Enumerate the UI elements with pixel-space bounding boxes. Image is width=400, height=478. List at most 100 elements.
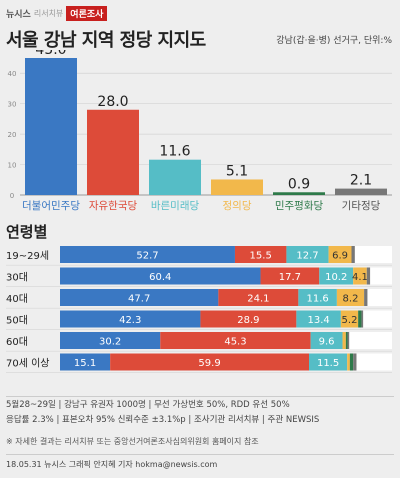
- stacked-segment: [353, 267, 367, 285]
- stacked-segment: [342, 332, 346, 349]
- stacked-segment: [60, 267, 261, 285]
- age-breakdown-chart: 19~29세 52.7 15.5 12.7 6.9 30대 60.4 17.7 10.2 4.1 4…: [6, 246, 392, 373]
- stacked-segment: [319, 267, 354, 285]
- segment-value-label: 52.7: [136, 251, 158, 262]
- segment-value-label: 15.5: [250, 251, 272, 262]
- stacked-segment: [60, 353, 111, 371]
- stacked-segment: [340, 310, 359, 328]
- segment-value-label: 5.2: [342, 315, 358, 326]
- segment-value-label: 12.7: [296, 251, 318, 262]
- survey-notes: 5월28~29일 | 강남구 유권자 1000명 | 무선 가상번호 50%, …: [6, 398, 392, 428]
- poll-badge: 여론조사: [66, 5, 108, 21]
- segment-value-label: 8.2: [343, 294, 359, 305]
- bar-value-label: 5.1: [226, 163, 248, 179]
- bar-value-label: 11.6: [159, 144, 190, 160]
- stacked-segment: [286, 246, 329, 263]
- survey-note-line2: 응답률 2.3% | 표본오차 95% 신뢰수준 ±3.1%p | 조사기관 리…: [6, 415, 320, 425]
- bar-value-label: 0.9: [288, 176, 310, 192]
- stacked-segment: [296, 310, 341, 328]
- stacked-segment: [60, 332, 161, 349]
- stacked-segment: [110, 353, 309, 371]
- y-tick-label: 30: [8, 101, 17, 109]
- age-group-label: 60대: [6, 336, 28, 348]
- segment-value-label: 45.3: [224, 337, 246, 348]
- segment-value-label: 11.6: [306, 294, 328, 305]
- segment-value-label: 42.3: [119, 315, 141, 326]
- stacked-segment: [351, 246, 355, 263]
- age-group-label: 40대: [6, 293, 28, 305]
- stacked-segment: [366, 267, 371, 285]
- bar-value-label: 28.0: [97, 94, 128, 110]
- brand-sub-label: 리서치뷰: [33, 8, 64, 18]
- brand-label: 뉴시스: [6, 9, 31, 20]
- bar: [335, 188, 387, 195]
- header-tags: 뉴시스 리서치뷰 여론조사: [6, 5, 108, 21]
- segment-value-label: 4.1: [352, 272, 368, 283]
- segment-value-label: 13.4: [307, 315, 329, 326]
- stacked-segment: [310, 332, 343, 349]
- category-label: 더불어민주당: [22, 200, 80, 212]
- segment-value-label: 17.7: [279, 272, 301, 283]
- age-group-label: 30대: [6, 272, 28, 284]
- stacked-segment: [200, 310, 297, 328]
- stacked-segment: [328, 246, 352, 263]
- page-title: 서울 강남 지역 정당 지지도: [6, 30, 206, 51]
- category-label: 민주평화당: [275, 200, 324, 212]
- party-support-chart: 0 10 20 30 40 45.0 더불어민주당 28.0 자유한국당 11.6 바른미래당 5.1…: [8, 50, 392, 212]
- bar-value-label: 45.0: [35, 50, 66, 58]
- segment-value-label: 24.1: [247, 294, 269, 305]
- stacked-segment: [364, 289, 368, 306]
- footnote: ※ 자세한 결과는 리서치뷰 또는 중앙선거여론조사심의위원회 홈페이지 참조: [6, 437, 259, 446]
- segment-value-label: 59.9: [198, 358, 220, 369]
- y-tick-label: 40: [8, 70, 17, 78]
- bar: [149, 159, 201, 195]
- chart-subtitle: 강남(갑·을·병) 선거구, 단위:%: [276, 36, 392, 46]
- category-label: 기타정당: [342, 200, 381, 212]
- bar: [211, 179, 263, 195]
- category-label: 자유한국당: [89, 200, 138, 212]
- stacked-segment: [309, 353, 348, 371]
- bar: [273, 192, 325, 195]
- stacked-segment: [336, 289, 365, 306]
- stacked-segment: [358, 310, 362, 328]
- age-group-label: 19~29세: [6, 250, 49, 262]
- stacked-segment: [60, 289, 219, 306]
- age-section-title: 연령별: [6, 223, 48, 241]
- bar-value-label: 2.1: [350, 173, 372, 189]
- segment-value-label: 15.1: [74, 358, 96, 369]
- segment-value-label: 28.9: [237, 315, 259, 326]
- segment-value-label: 9.6: [319, 337, 335, 348]
- stacked-segment: [345, 332, 348, 349]
- stacked-segment: [361, 310, 364, 328]
- y-tick-label: 10: [8, 162, 17, 170]
- bar: [25, 58, 77, 195]
- category-label: 정의당: [223, 200, 252, 212]
- age-group-label: 50대: [6, 315, 28, 327]
- segment-value-label: 30.2: [99, 337, 121, 348]
- notes-divider: [6, 396, 394, 397]
- credit-divider: [6, 454, 394, 455]
- stacked-segment: [60, 310, 201, 328]
- stacked-segment: [60, 246, 235, 263]
- y-tick-label: 20: [8, 131, 17, 139]
- y-tick-label: 0: [10, 192, 14, 200]
- stacked-segment: [349, 353, 354, 371]
- bar: [87, 109, 139, 195]
- stacked-segment: [298, 289, 337, 306]
- stacked-segment: [234, 246, 287, 263]
- survey-note-line1: 5월28~29일 | 강남구 유권자 1000명 | 무선 가상번호 50%, …: [6, 400, 290, 410]
- stacked-segment: [160, 332, 311, 349]
- stacked-segment: [353, 353, 357, 371]
- age-group-label: 70세 이상: [6, 358, 50, 370]
- category-label: 바른미래당: [151, 200, 200, 212]
- stacked-segment: [260, 267, 320, 285]
- stacked-segment: [347, 332, 350, 349]
- credit-line: 18.05.31 뉴시스 그래픽 안지혜 기자 hokma@newsis.com: [6, 460, 218, 469]
- stacked-segment: [218, 289, 299, 306]
- segment-value-label: 60.4: [149, 272, 171, 283]
- segment-value-label: 47.7: [128, 294, 150, 305]
- segment-value-label: 11.5: [317, 358, 339, 369]
- stacked-segment: [347, 353, 350, 371]
- segment-value-label: 10.2: [325, 272, 347, 283]
- segment-value-label: 6.9: [332, 251, 348, 262]
